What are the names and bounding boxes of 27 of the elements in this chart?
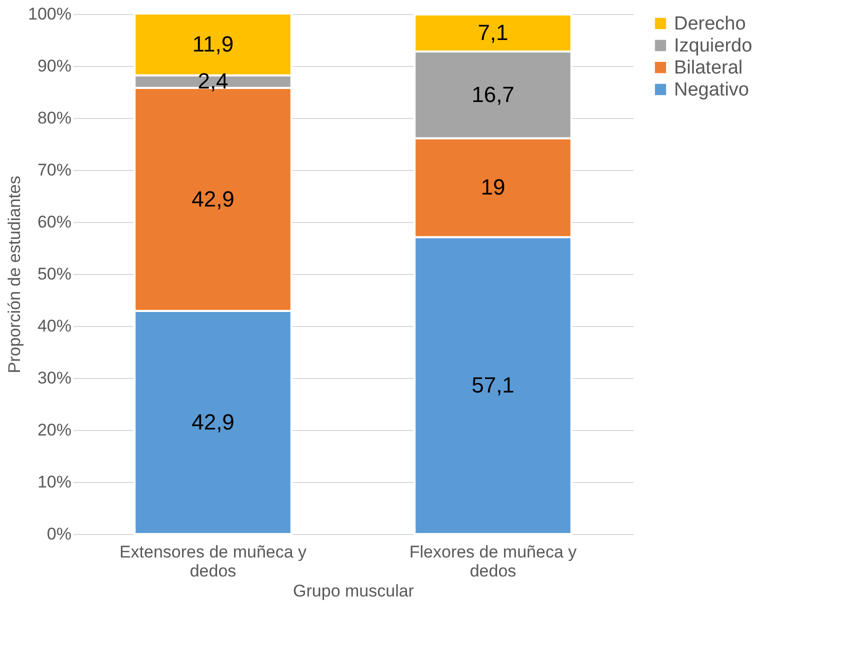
- data-label: 7,1: [478, 20, 508, 45]
- y-tick-label: 10%: [37, 472, 72, 492]
- y-tick-label: 90%: [37, 56, 72, 76]
- x-tick-label: Extensores de muñeca y dedos: [119, 542, 308, 580]
- data-label: 19: [480, 174, 506, 200]
- y-tick-label: 30%: [37, 368, 72, 388]
- data-label: 57,1: [472, 372, 514, 398]
- x-axis-title: Grupo muscular: [293, 582, 414, 600]
- y-tick-label: 50%: [37, 264, 72, 284]
- legend-label: Negativo: [674, 80, 749, 100]
- y-tick-label: 60%: [37, 212, 72, 232]
- data-label: 42,9: [192, 409, 234, 434]
- y-tick-label: 100%: [28, 4, 72, 24]
- data-label: 11,9: [192, 31, 234, 56]
- legend-label: Bilateral: [674, 58, 743, 78]
- y-tick-label: 0%: [46, 524, 72, 544]
- x-tick-label: Flexores de muñeca y dedos: [409, 542, 578, 580]
- y-tick-label: 70%: [37, 160, 72, 180]
- y-tick-label: 80%: [37, 108, 72, 128]
- data-label: 2,4: [198, 68, 228, 94]
- y-tick-label: 20%: [37, 420, 72, 440]
- y-tick-label: 40%: [37, 316, 72, 336]
- data-label: 16,7: [472, 82, 514, 107]
- legend-label: Izquierdo: [674, 36, 752, 56]
- y-axis-title: Proporción de estudiantes: [5, 176, 24, 374]
- legend-label: Derecho: [674, 14, 746, 34]
- data-label: 42,9: [192, 186, 234, 212]
